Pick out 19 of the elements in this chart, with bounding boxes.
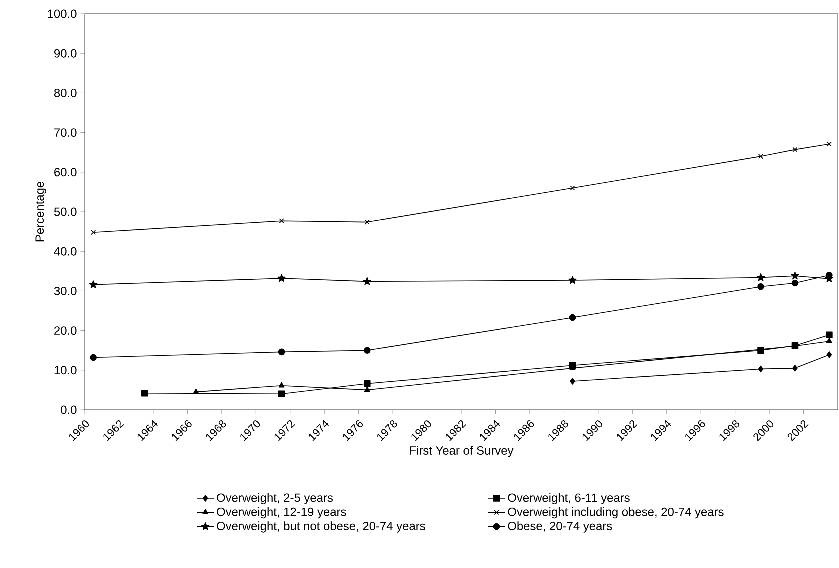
y-axis-title: Percentage	[36, 182, 46, 242]
y-tick-label: 80.0	[54, 88, 77, 98]
y-tick-label: 10.0	[54, 366, 77, 375]
legend-label: Overweight, 12-19 years	[217, 508, 346, 519]
y-tick-label: 20.0	[54, 326, 77, 336]
legend-label: Overweight, 2-5 years	[217, 493, 334, 505]
y-tick-label: 70.0	[54, 128, 77, 138]
y-tick-label: 30.0	[54, 286, 77, 296]
y-tick-label: 100.0	[48, 10, 77, 18]
legend-label: Obese, 20-74 years	[508, 522, 612, 533]
y-tick-label: 0.0	[61, 406, 77, 414]
legend-label: Overweight, but not obese, 20-74 years	[217, 522, 426, 533]
y-tick-label: 40.0	[54, 247, 77, 256]
legend-label: Overweight including obese, 20-74 years	[508, 508, 724, 519]
y-tick-label: 90.0	[54, 49, 77, 58]
legend-label: Overweight, 6-11 years	[508, 493, 630, 505]
y-tick-label: 60.0	[54, 168, 77, 177]
x-axis-title: First Year of Survey	[410, 446, 514, 458]
y-tick-label: 50.0	[54, 208, 77, 216]
